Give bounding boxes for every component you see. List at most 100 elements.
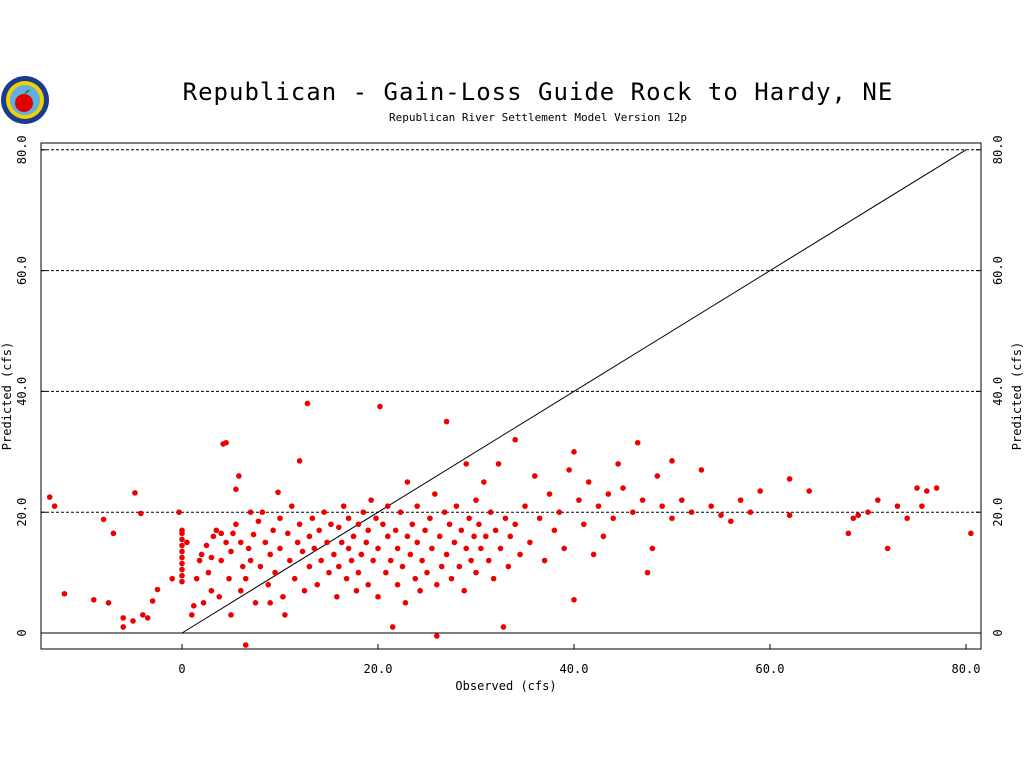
data-point <box>287 557 293 564</box>
data-point <box>138 510 144 517</box>
data-point <box>392 527 399 534</box>
data-point <box>571 596 577 603</box>
data-point <box>314 581 321 588</box>
data-point <box>328 521 334 528</box>
data-point <box>242 642 249 648</box>
data-point <box>61 590 68 597</box>
data-point <box>394 545 401 552</box>
data-point <box>288 503 295 509</box>
data-point <box>708 503 714 509</box>
data-point <box>446 521 453 528</box>
data-point <box>345 515 352 522</box>
data-point <box>492 527 499 534</box>
data-point <box>468 557 474 564</box>
x-tick-label: 80.0 <box>952 662 981 676</box>
data-point <box>490 575 497 582</box>
data-point <box>255 518 262 525</box>
data-point <box>615 461 621 467</box>
data-point <box>453 503 460 509</box>
data-point <box>933 485 940 491</box>
data-point <box>407 551 414 558</box>
data-point <box>434 581 440 588</box>
data-point <box>436 533 443 540</box>
data-point <box>389 624 396 630</box>
data-point <box>262 539 269 546</box>
data-point <box>242 575 249 582</box>
data-point <box>176 509 182 515</box>
data-point <box>451 539 458 546</box>
data-point <box>120 615 126 621</box>
data-point <box>427 515 433 522</box>
data-point <box>422 527 428 534</box>
data-point <box>571 449 577 455</box>
data-point <box>786 512 793 519</box>
data-point <box>179 527 185 534</box>
data-point <box>546 491 553 497</box>
data-point <box>924 488 930 494</box>
data-point <box>306 533 313 540</box>
data-point <box>196 557 203 564</box>
data-point <box>267 600 274 606</box>
data-point <box>179 578 185 585</box>
data-point <box>654 473 661 479</box>
data-point <box>634 439 641 446</box>
data-point <box>233 486 239 493</box>
data-point <box>304 400 311 407</box>
data-point <box>210 533 217 540</box>
data-point <box>473 497 479 503</box>
data-point <box>649 545 656 552</box>
data-point <box>355 521 362 528</box>
y-tick-label-right: 60.0 <box>991 256 1005 285</box>
data-point <box>456 563 463 570</box>
data-point <box>441 509 448 515</box>
data-point <box>377 403 383 410</box>
data-point <box>331 551 337 558</box>
y-ticks-left: 0 20.0 40.0 60.0 80.0 <box>15 135 46 637</box>
data-point <box>149 598 156 604</box>
data-point <box>223 439 229 446</box>
data-point <box>294 539 301 546</box>
data-point <box>458 527 465 534</box>
data-point <box>277 515 283 522</box>
data-point <box>291 575 298 582</box>
data-point <box>353 587 360 594</box>
data-point <box>365 581 372 588</box>
data-point <box>272 569 278 576</box>
apple-icon <box>15 94 33 112</box>
data-point <box>865 509 871 515</box>
data-point <box>309 515 316 522</box>
data-point <box>245 545 252 552</box>
data-point <box>497 545 504 552</box>
data-point <box>505 563 512 570</box>
points-layer <box>46 400 974 648</box>
data-point <box>280 593 286 600</box>
data-point <box>179 572 185 579</box>
y-tick-label-right: 20.0 <box>991 498 1005 527</box>
data-point <box>318 557 324 564</box>
data-point <box>461 587 468 594</box>
data-point <box>443 551 450 558</box>
logo-seal <box>1 76 49 124</box>
data-point <box>238 587 244 594</box>
data-point <box>216 593 223 600</box>
data-point <box>485 557 492 564</box>
data-point <box>184 539 190 546</box>
one-to-one-line <box>181 149 967 634</box>
plot-frame <box>40 142 982 650</box>
data-point <box>747 509 754 515</box>
data-point <box>334 593 340 600</box>
data-point <box>154 586 161 593</box>
data-point <box>424 569 430 576</box>
data-point <box>296 458 303 464</box>
data-point <box>110 530 117 537</box>
data-point <box>576 497 582 503</box>
data-point <box>228 548 234 555</box>
y-tick-label-left: 20.0 <box>15 498 29 527</box>
data-point <box>336 563 342 570</box>
data-point <box>179 548 185 555</box>
data-point <box>659 503 665 509</box>
data-point <box>385 533 391 540</box>
data-point <box>644 569 651 576</box>
data-point <box>718 512 724 519</box>
data-point <box>144 615 151 621</box>
